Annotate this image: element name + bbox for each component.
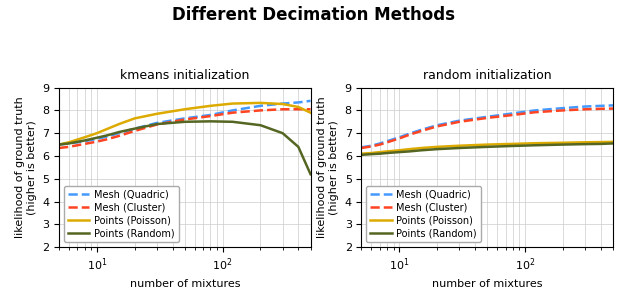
X-axis label: number of mixtures: number of mixtures xyxy=(432,279,543,289)
Legend: Mesh (Quadric), Mesh (Cluster), Points (Poisson), Points (Random): Mesh (Quadric), Mesh (Cluster), Points (… xyxy=(366,186,481,242)
Title: random initialization: random initialization xyxy=(423,69,551,82)
Title: kmeans initialization: kmeans initialization xyxy=(120,69,249,82)
Y-axis label: likelihood of ground truth
(higher is better): likelihood of ground truth (higher is be… xyxy=(318,96,339,238)
X-axis label: number of mixtures: number of mixtures xyxy=(129,279,240,289)
Legend: Mesh (Quadric), Mesh (Cluster), Points (Poisson), Points (Random): Mesh (Quadric), Mesh (Cluster), Points (… xyxy=(64,186,178,242)
Text: Different Decimation Methods: Different Decimation Methods xyxy=(173,6,455,24)
Y-axis label: likelihood of ground truth
(higher is better): likelihood of ground truth (higher is be… xyxy=(15,96,36,238)
